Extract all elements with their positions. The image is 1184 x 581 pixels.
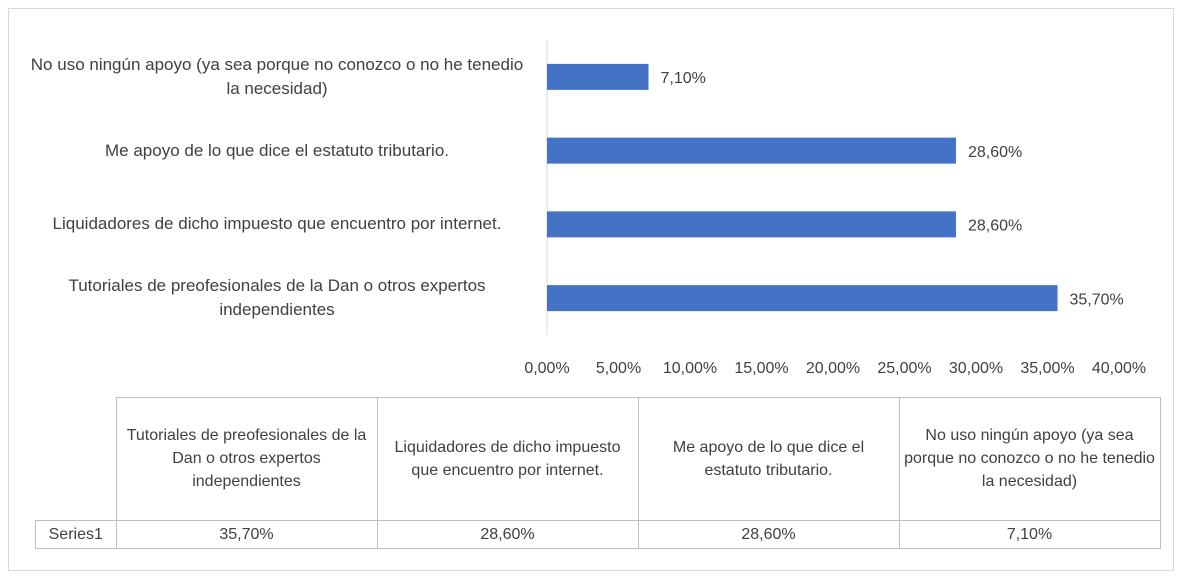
table-value-cell: 28,60% bbox=[376, 519, 639, 549]
series-name: Series1 bbox=[35, 519, 117, 549]
data-label: 35,70% bbox=[1070, 291, 1124, 308]
table-value-row: Series1 35,70% 28,60% 28,60% 7,10% bbox=[35, 519, 1161, 549]
x-tick-label: 40,00% bbox=[1092, 360, 1146, 377]
x-tick-label: 5,00% bbox=[596, 360, 641, 377]
x-tick-label: 25,00% bbox=[877, 360, 931, 377]
table-header-cell: Liquidadores de dicho impuesto que encue… bbox=[376, 397, 639, 521]
table-value-cell: 7,10% bbox=[898, 519, 1161, 549]
x-tick-label: 30,00% bbox=[949, 360, 1003, 377]
bar bbox=[547, 63, 649, 90]
table-value-cell: 35,70% bbox=[115, 519, 378, 549]
table-header-row: Tutoriales de preofesionales de la Dan o… bbox=[35, 397, 1161, 521]
data-label: 28,60% bbox=[968, 144, 1022, 161]
category-label: Liquidadores de dicho impuesto que encue… bbox=[52, 214, 502, 234]
chart-frame bbox=[8, 8, 1174, 571]
data-label: 7,10% bbox=[661, 70, 706, 87]
data-label: 28,60% bbox=[968, 218, 1022, 235]
category-label: Tutoriales de preofesionales de la Dan o… bbox=[68, 276, 486, 320]
corner-cell bbox=[35, 397, 117, 521]
category-label: No uso ningún apoyo (ya sea porque no co… bbox=[30, 54, 524, 98]
x-tick-label: 0,00% bbox=[524, 360, 569, 377]
table-value-cell: 28,60% bbox=[637, 519, 900, 549]
bar bbox=[547, 285, 1058, 312]
category-label: Me apoyo de lo que dice el estatuto trib… bbox=[105, 140, 449, 160]
table-header-cell: Me apoyo de lo que dice el estatuto trib… bbox=[637, 397, 900, 521]
table-header-cell: No uso ningún apoyo (ya sea porque no co… bbox=[898, 397, 1161, 521]
x-tick-label: 20,00% bbox=[806, 360, 860, 377]
bar bbox=[547, 137, 956, 164]
x-tick-label: 10,00% bbox=[663, 360, 717, 377]
data-table: Tutoriales de preofesionales de la Dan o… bbox=[35, 397, 1161, 549]
x-tick-label: 35,00% bbox=[1020, 360, 1074, 377]
table-header-cell: Tutoriales de preofesionales de la Dan o… bbox=[115, 397, 378, 521]
x-tick-label: 15,00% bbox=[734, 360, 788, 377]
bar bbox=[547, 211, 956, 238]
